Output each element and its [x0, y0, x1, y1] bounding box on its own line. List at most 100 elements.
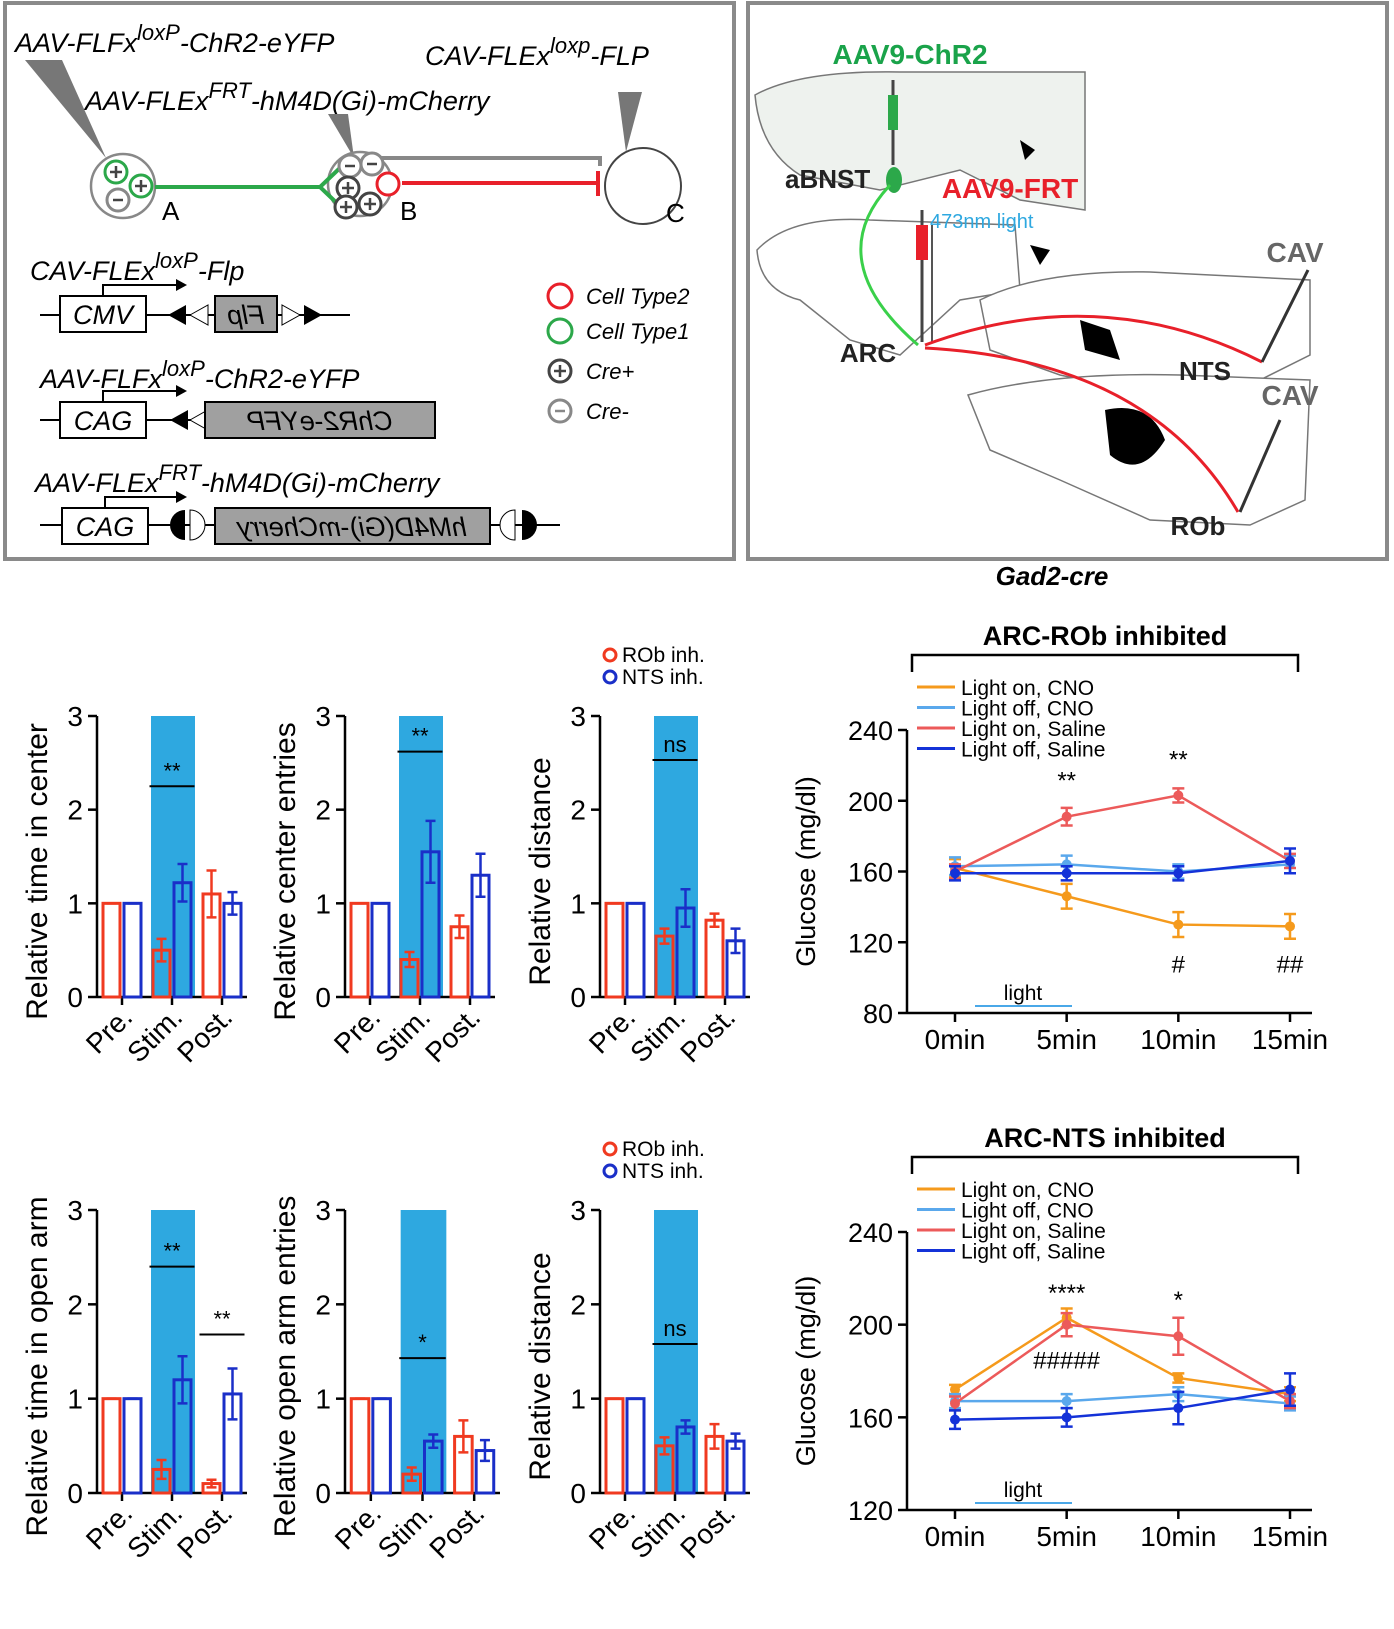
error-bar	[404, 950, 415, 969]
legend-symbol	[546, 282, 574, 310]
panel-frame	[3, 1, 736, 561]
projection	[372, 156, 602, 166]
panel-frame	[746, 1, 1389, 561]
region-label: aBNST	[785, 164, 870, 194]
significance-label: **	[1169, 746, 1188, 773]
y-tick-label: 2	[315, 795, 331, 826]
point	[1285, 921, 1295, 932]
legend-label: Light off, CNO	[961, 698, 1094, 721]
y-axis-label: Relative distance	[524, 1252, 557, 1480]
cell-sign	[135, 180, 147, 192]
y-tick-label: 3	[570, 701, 586, 732]
significance-label: **	[163, 1239, 181, 1264]
series-line	[954, 1316, 1291, 1396]
significance-label: **	[411, 724, 429, 749]
chart-title: ARC-ROb inhibited	[983, 621, 1227, 651]
gene-box	[204, 401, 436, 439]
promoter-box	[59, 401, 147, 439]
x-tick-label: Post.	[171, 1497, 238, 1564]
error-bar	[709, 1422, 720, 1450]
promoter: CMV	[73, 300, 136, 330]
x-tick-label: Stim.	[372, 1497, 439, 1564]
error-bar	[206, 1478, 217, 1489]
title-bracket	[910, 1155, 1300, 1174]
construct-label: CAV-FLExloxP-Flp	[30, 248, 244, 286]
node-label: C	[666, 198, 685, 228]
series-line	[954, 1388, 1291, 1421]
virus-label: AAV9-FRT	[942, 173, 1078, 204]
y-axis-label: Relative time in open arm	[21, 1196, 54, 1536]
y-tick-label: 1	[67, 1384, 83, 1415]
error-bar	[177, 862, 188, 903]
point	[1173, 919, 1184, 930]
legend-label: ROb inh.	[622, 1138, 705, 1161]
y-tick-label: 1	[570, 1384, 586, 1415]
y-tick-label: 0	[67, 1478, 83, 1509]
y-tick-label: 1	[67, 888, 83, 919]
significance-label: #####	[1033, 1347, 1100, 1374]
arrow	[104, 496, 185, 508]
point	[1061, 811, 1072, 822]
label-base: CAV-FLEx	[30, 256, 157, 286]
legend-label: Light off, Saline	[961, 1241, 1105, 1264]
y-tick-label: 160	[848, 1403, 893, 1433]
injection-site	[886, 167, 902, 193]
y-tick-label: 3	[67, 701, 83, 732]
mouse-line: Gad2-cre	[996, 561, 1109, 591]
y-tick-label: 240	[848, 1218, 893, 1248]
bar	[625, 1397, 646, 1495]
y-tick-label: 3	[315, 701, 331, 732]
bar	[625, 901, 646, 999]
y-axis-label: Glucose (mg/dl)	[791, 776, 821, 967]
legend-label: Cell Type1	[586, 319, 690, 344]
arrowhead	[176, 385, 187, 397]
significance-label: **	[213, 1307, 231, 1332]
y-tick-label: 200	[848, 787, 893, 817]
significance-label: ##	[1277, 951, 1304, 978]
chart-title: ARC-NTS inhibited	[984, 1123, 1225, 1153]
legend-label: Cre-	[586, 399, 629, 424]
projection	[859, 183, 919, 347]
frt	[189, 509, 206, 541]
error-bar	[479, 1438, 490, 1463]
bar	[222, 901, 243, 999]
point	[950, 868, 960, 879]
x-tick-label: 5min	[1036, 1024, 1097, 1055]
cell-sign	[110, 166, 122, 178]
syringe	[888, 95, 898, 130]
construct-label: CAV-FLExloxp-FLP	[425, 33, 649, 71]
y-tick-label: 160	[848, 858, 893, 888]
x-tick-label: Post.	[674, 1497, 741, 1564]
construct-rows: CAV-FLExloxP-Flp CMV Flp AAV-FLFxloxP-Ch…	[30, 248, 560, 545]
pointer	[328, 114, 354, 158]
significance-label: ns	[663, 1316, 686, 1341]
point	[950, 1414, 960, 1425]
label-sup: loxp	[550, 33, 590, 58]
significance-label: ****	[1048, 1280, 1085, 1307]
gene: hM4D(Gi)-mCherry	[236, 512, 467, 542]
bar	[101, 901, 122, 999]
error-bar	[454, 914, 465, 940]
cell-marker	[375, 171, 401, 197]
region-label: ROb	[1171, 511, 1226, 541]
promoter-box	[61, 507, 149, 545]
gene: Flp	[227, 300, 265, 330]
light-label: light	[1004, 982, 1043, 1005]
legend-label: Cell Type2	[586, 284, 690, 309]
x-tick-label: 10min	[1140, 1024, 1216, 1055]
error-bar	[458, 1419, 469, 1454]
construct-label: AAV-FLFxloxP-ChR2-eYFP	[13, 20, 334, 58]
y-tick-label: 80	[863, 999, 893, 1029]
light-label: 473nm light	[930, 211, 1034, 233]
legend-label: ROb inh.	[622, 644, 705, 667]
error-bar	[156, 937, 167, 963]
promoter: CAG	[74, 406, 133, 436]
cell-c	[604, 147, 682, 225]
x-tick-label: Stim.	[121, 1497, 188, 1564]
arrow	[102, 390, 185, 402]
label-sup: FRT	[159, 460, 203, 485]
legend-label: Light on, Saline	[961, 718, 1106, 741]
error-bar	[406, 1466, 417, 1482]
y-tick-label: 2	[67, 1289, 83, 1320]
point	[1061, 1412, 1072, 1423]
